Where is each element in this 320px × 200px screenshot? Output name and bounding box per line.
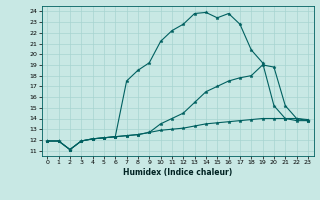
X-axis label: Humidex (Indice chaleur): Humidex (Indice chaleur)	[123, 168, 232, 177]
